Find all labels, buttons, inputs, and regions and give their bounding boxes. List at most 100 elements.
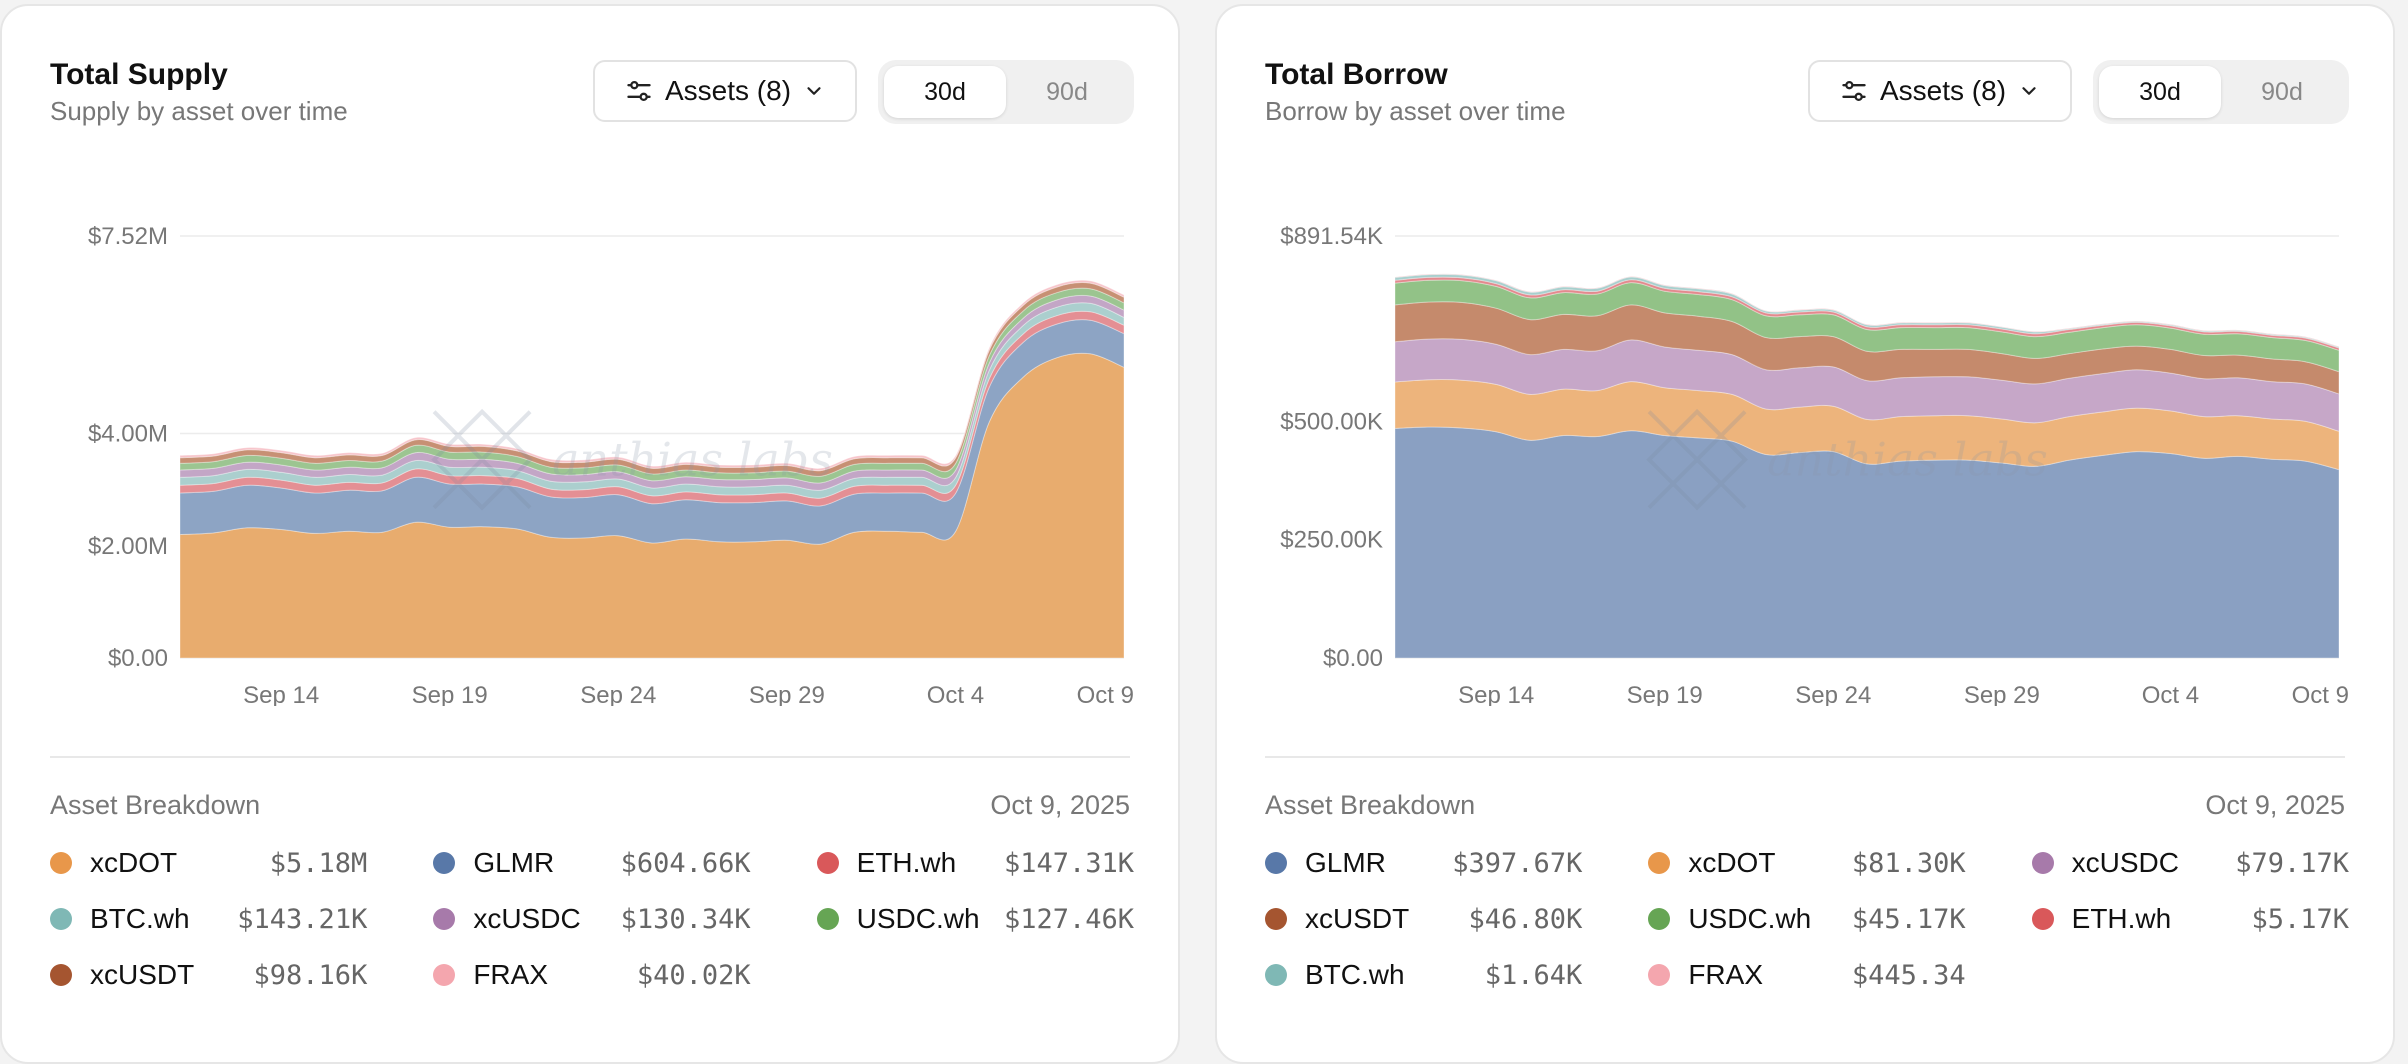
legend-asset-name: xcUSDC xyxy=(2071,847,2179,878)
sliders-icon xyxy=(1842,80,1866,102)
legend-asset-value: $46.80K xyxy=(1468,903,1583,935)
legend-asset-value: $45.17K xyxy=(1851,903,1966,935)
sliders-icon xyxy=(627,80,651,102)
legend-item-xcdot: xcDOT $5.18M xyxy=(50,847,368,879)
area-series-frax[interactable] xyxy=(179,279,1125,472)
legend-asset-name: xcUSDC xyxy=(473,903,581,934)
area-series-btc-wh[interactable] xyxy=(179,302,1125,499)
legend-asset-name: USDC.wh xyxy=(1688,903,1812,934)
legend-asset-value: $98.16K xyxy=(253,959,368,991)
legend-asset-value: $127.46K xyxy=(1003,903,1134,935)
card-subtitle: Borrow by asset over time xyxy=(1265,96,1566,126)
area-series-glmr[interactable] xyxy=(179,319,1125,545)
area-series-usdc-wh[interactable] xyxy=(179,287,1125,484)
area-series-glmr[interactable] xyxy=(1394,426,2340,659)
area-series-xcdot[interactable] xyxy=(1394,379,2340,471)
legend-asset-value: $79.17K xyxy=(2235,847,2349,879)
divider xyxy=(50,756,1130,758)
legend-asset-value: $397.67K xyxy=(1452,847,1583,879)
x-tick-label: Sep 29 xyxy=(1964,682,2040,706)
area-series-eth-wh[interactable] xyxy=(1394,276,2340,351)
legend-dot xyxy=(1648,964,1671,986)
area-layers xyxy=(179,279,1125,659)
x-tick-label: Sep 19 xyxy=(1627,682,1703,706)
area-series-frax[interactable] xyxy=(1394,273,2340,348)
asset-breakdown-legend: xcDOT $5.18M GLMR $604.66K ETH.wh $147.3… xyxy=(50,847,1134,991)
x-tick-label: Oct 4 xyxy=(2142,682,2199,706)
assets-filter-button[interactable]: Assets (8) xyxy=(593,60,857,122)
legend-item-frax: FRAX $40.02K xyxy=(433,959,751,991)
legend-dot xyxy=(433,908,456,930)
total-supply-card: Total Supply Supply by asset over time A… xyxy=(0,4,1180,1064)
legend-asset-name: BTC.wh xyxy=(1305,959,1405,990)
legend-dot xyxy=(1265,908,1287,930)
legend-asset-value: $81.30K xyxy=(1851,847,1966,879)
legend-asset-name: ETH.wh xyxy=(856,847,957,878)
legend-item-usdc-wh: USDC.wh $127.46K xyxy=(816,903,1134,935)
breakdown-date: Oct 9, 2025 xyxy=(990,790,1130,820)
legend-dot xyxy=(50,964,72,986)
chevron-down-icon xyxy=(2022,87,2036,95)
legend-item-glmr: GLMR $604.66K xyxy=(433,847,751,879)
legend-asset-value: $445.34 xyxy=(1851,959,1966,991)
range-30d-option[interactable]: 30d xyxy=(884,66,1006,118)
legend-dot xyxy=(2031,852,2054,874)
legend-asset-name: FRAX xyxy=(473,959,549,990)
legend-asset-name: xcUSDT xyxy=(1305,903,1410,934)
y-tick-label: $2.00M xyxy=(88,533,168,560)
card-subtitle: Supply by asset over time xyxy=(50,96,348,126)
y-tick-label: $500.00K xyxy=(1280,408,1383,435)
x-tick-label: Oct 9 xyxy=(1077,682,1134,706)
legend-dot xyxy=(50,852,72,874)
y-tick-label: $250.00K xyxy=(1280,527,1383,554)
legend-asset-value: $143.21K xyxy=(237,903,368,935)
legend-asset-name: ETH.wh xyxy=(2071,903,2172,934)
area-series-btc-wh[interactable] xyxy=(1394,273,2340,349)
area-layers xyxy=(1394,273,2340,659)
legend-item-btc-wh: BTC.wh $1.64K xyxy=(1265,959,1583,991)
area-series-xcusdt[interactable] xyxy=(1394,301,2340,395)
y-tick-label: $0.00 xyxy=(108,645,168,672)
legend-dot xyxy=(2031,908,2054,930)
legend-asset-name: xcUSDT xyxy=(90,959,195,990)
area-series-xcusdc[interactable] xyxy=(1394,338,2340,432)
watermark-logo: anthias labs xyxy=(1646,408,2048,511)
legend-asset-value: $130.34K xyxy=(620,903,751,935)
legend-item-eth-wh: ETH.wh $147.31K xyxy=(816,847,1134,879)
watermark-text: anthias labs xyxy=(1767,433,2048,487)
area-series-xcusdt[interactable] xyxy=(179,282,1125,477)
range-30d-option[interactable]: 30d xyxy=(2099,66,2221,118)
assets-filter-button[interactable]: Assets (8) xyxy=(1808,60,2072,122)
assets-filter-label: Assets (8) xyxy=(664,75,792,106)
legend-item-btc-wh: BTC.wh $143.21K xyxy=(50,903,368,935)
chevron-down-icon xyxy=(807,87,821,95)
legend-item-xcusdt: xcUSDT $46.80K xyxy=(1265,903,1583,935)
x-tick-label: Sep 24 xyxy=(1795,682,1871,706)
time-range-toggle: 30d 90d xyxy=(2093,60,2349,124)
card-title: Total Supply xyxy=(50,58,228,91)
time-range-toggle: 30d 90d xyxy=(878,60,1134,124)
y-tick-label: $891.54K xyxy=(1280,223,1383,250)
legend-item-xcusdc: xcUSDC $130.34K xyxy=(433,903,751,935)
legend-dot xyxy=(816,852,839,874)
legend-item-xcusdt: xcUSDT $98.16K xyxy=(50,959,368,991)
legend-asset-value: $5.18M xyxy=(269,847,368,879)
legend-asset-name: BTC.wh xyxy=(90,903,190,934)
legend-item-xcdot: xcDOT $81.30K xyxy=(1648,847,1966,879)
legend-dot xyxy=(1648,852,1671,874)
x-tick-label: Oct 4 xyxy=(927,682,984,706)
x-tick-label: Oct 9 xyxy=(2292,682,2349,706)
y-tick-label: $7.52M xyxy=(88,223,168,250)
legend-asset-value: $1.64K xyxy=(1484,959,1583,991)
legend-asset-name: FRAX xyxy=(1688,959,1764,990)
x-tick-label: Sep 14 xyxy=(1458,682,1534,706)
legend-item-frax: FRAX $445.34 xyxy=(1648,959,1966,991)
legend-asset-name: xcDOT xyxy=(90,847,178,878)
card-title: Total Borrow xyxy=(1265,58,1448,91)
range-90d-option[interactable]: 90d xyxy=(2261,77,2303,106)
range-90d-option[interactable]: 90d xyxy=(1046,77,1088,106)
area-series-eth-wh[interactable] xyxy=(179,310,1125,507)
area-series-xcusdc[interactable] xyxy=(179,294,1125,491)
total-borrow-card: Total Borrow Borrow by asset over time A… xyxy=(1215,4,2395,1064)
area-series-usdc-wh[interactable] xyxy=(1394,279,2340,373)
